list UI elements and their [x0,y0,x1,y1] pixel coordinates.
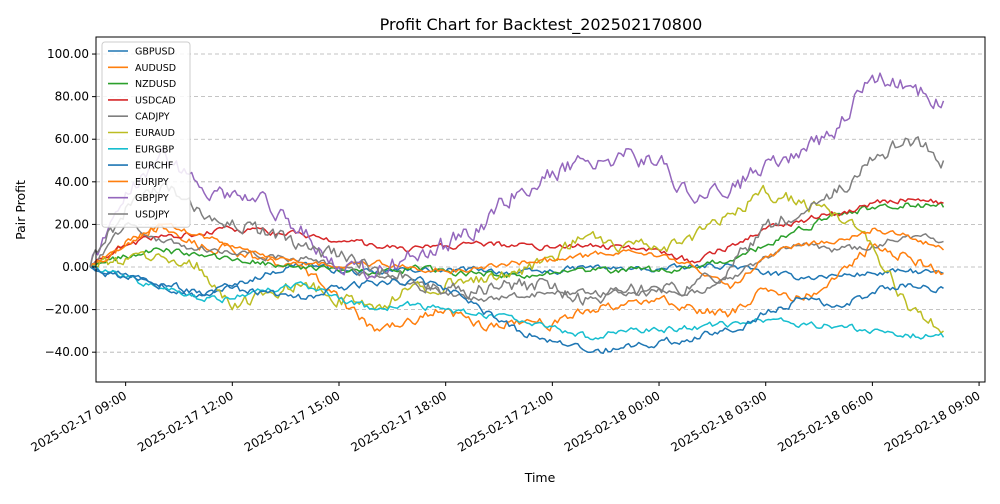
series-line-eurchf [89,265,944,355]
y-tick-label: −40.00 [45,345,89,359]
legend-entry-label: GBPUSD [135,47,175,58]
y-tick-label: −20.00 [45,303,89,317]
legend-entry-label: USDJPY [135,210,170,221]
series-line-gbpjpy [89,72,945,281]
x-axis-label: Time [524,470,556,485]
y-tick-label: 60.00 [55,132,89,146]
legend-entry-label: EURJPY [135,177,169,188]
y-tick-label: 40.00 [55,175,89,189]
y-tick-label: 20.00 [55,217,89,231]
legend-entry-label: NZDUSD [135,79,176,90]
legend-entry-label: EURAUD [135,128,175,139]
series-line-usdjpy [89,136,945,306]
series-line-eurjpy [89,222,945,290]
legend-entry-label: EURCHF [135,161,173,172]
y-tick-label: 80.00 [55,90,89,104]
y-tick-label: 0.00 [62,260,89,274]
legend-entry-label: USDCAD [135,95,176,106]
series-line-euraud [89,184,944,334]
legend: GBPUSD AUDUSD NZDUSD USDCAD CADJPY EURAUD EURG… [101,41,191,228]
legend-entry-label: AUDUSD [135,63,176,74]
legend-entry-label: CADJPY [135,112,170,123]
plot-frame [95,36,986,383]
legend-entry-label: GBPJPY [135,193,169,204]
chart-title: Profit Chart for Backtest_202502170800 [380,15,703,35]
y-axis: −40.00 −20.00 0.00 20.00 40.00 60.00 80.00 100.… [45,47,96,359]
series-line-usdcad [89,198,944,268]
y-axis-label: Pair Profit [13,180,28,240]
legend-entry-label: EURGBP [135,144,174,155]
series-line-nzdusd [90,202,945,279]
y-tick-label: 100.00 [47,47,89,61]
series-line-eurgbp [90,265,945,341]
series-layer [89,72,945,355]
